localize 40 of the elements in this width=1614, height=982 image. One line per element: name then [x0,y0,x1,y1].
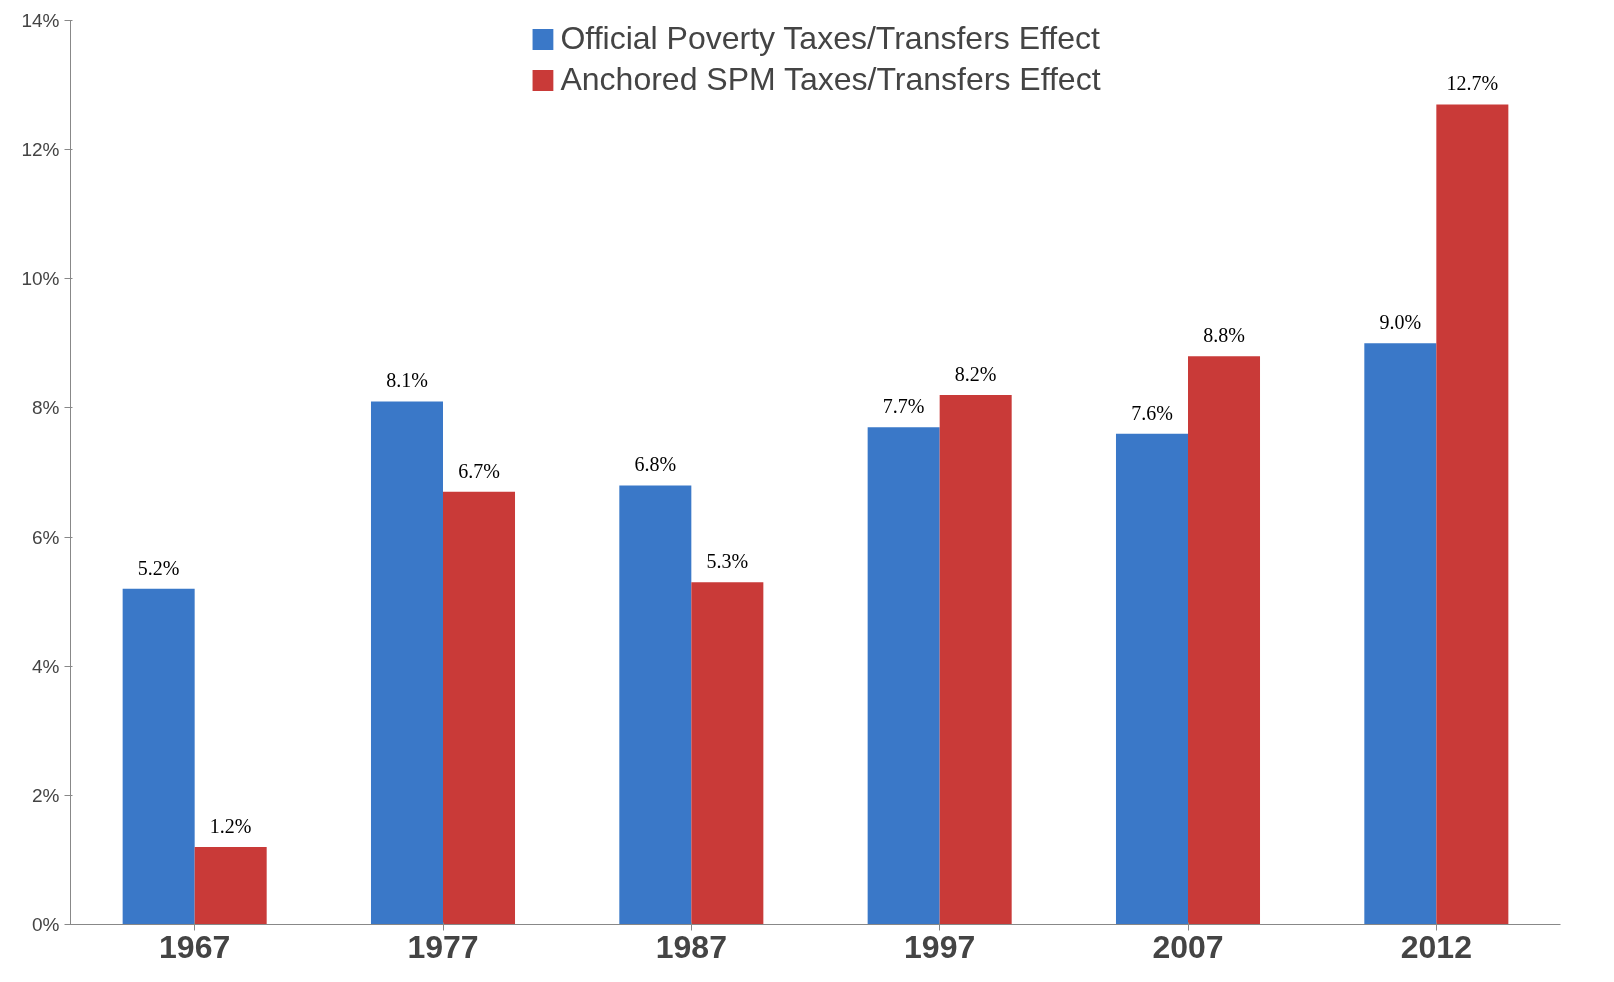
bar [939,395,1012,925]
data-label: 6.7% [458,459,500,482]
data-label: 12.7% [1446,72,1499,95]
x-tick-label: 1967 [159,928,231,965]
bar [1436,104,1509,925]
bar [1364,343,1437,925]
bar [194,847,267,925]
data-label: 8.1% [386,369,428,392]
x-tick-label: 1987 [655,928,727,965]
data-label: 8.8% [1203,324,1245,347]
data-label: 5.2% [137,556,180,579]
data-label: 5.3% [706,550,749,573]
y-tick-label: 0% [32,914,60,935]
x-tick-label: 2007 [1152,928,1224,965]
x-tick-label: 2012 [1400,928,1472,965]
y-tick-label: 4% [32,655,60,677]
legend-label: Official Poverty Taxes/Transfers Effect [560,20,1100,57]
data-label: 7.7% [882,395,925,418]
bar [1115,433,1188,925]
bar [691,582,764,925]
bar [1188,356,1261,925]
bar [867,427,940,925]
data-label: 8.2% [954,363,997,386]
y-tick-label: 8% [32,397,60,419]
data-label: 6.8% [634,453,677,476]
y-tick-label: 2% [32,784,60,806]
data-label: 9.0% [1379,311,1422,334]
y-tick-label: 12% [21,139,60,161]
bar [122,588,195,925]
bar [619,485,692,925]
x-tick-label: 1997 [904,928,976,965]
y-tick-label: 10% [21,268,60,290]
y-tick-label: 14% [21,10,60,31]
y-tick-label: 6% [32,526,60,548]
bar [370,401,443,925]
data-label: 1.2% [209,815,252,838]
data-label: 7.6% [1131,401,1173,424]
legend-label: Anchored SPM Taxes/Transfers Effect [560,61,1101,98]
x-tick-label: 1977 [407,928,479,965]
bar [443,491,516,925]
